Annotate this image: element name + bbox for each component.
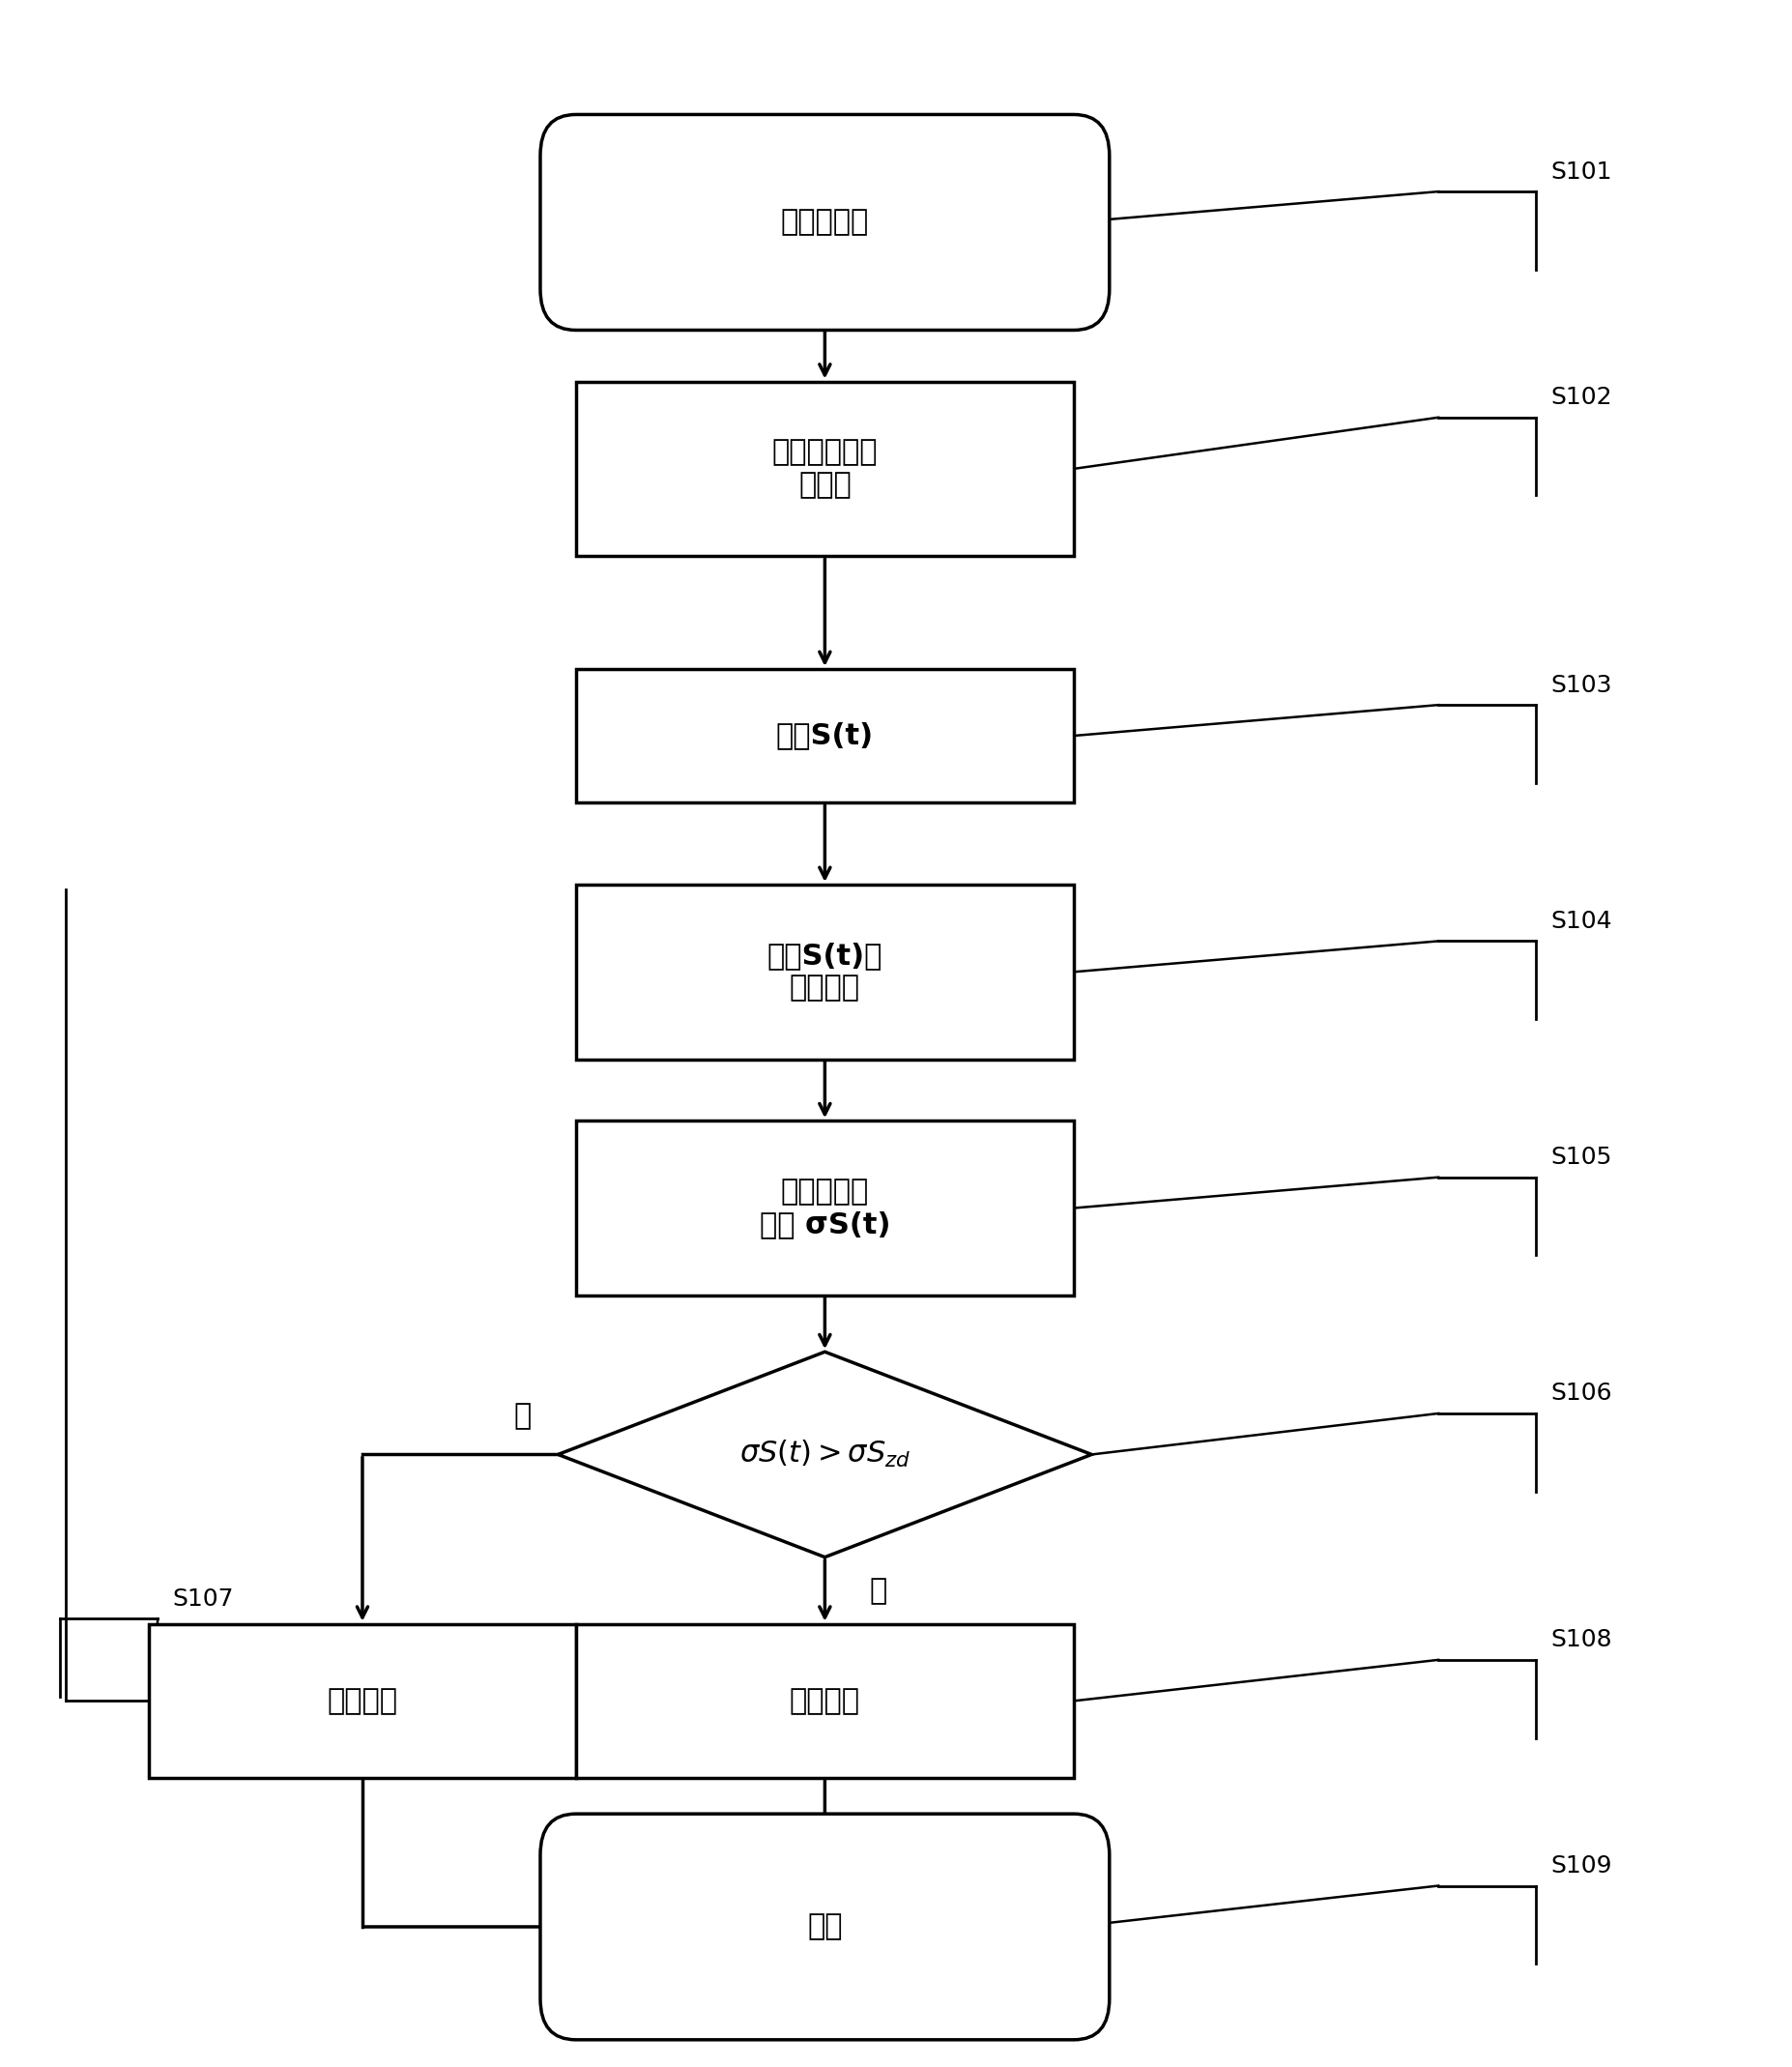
- Text: 计算S(t): 计算S(t): [776, 721, 874, 750]
- Text: S106: S106: [1550, 1383, 1613, 1406]
- Text: S105: S105: [1550, 1145, 1611, 1170]
- Bar: [575, 1625, 1073, 1778]
- Text: 结束: 结束: [806, 1912, 842, 1941]
- Text: $\sigma S(t)>\sigma S_{zd}$: $\sigma S(t)>\sigma S_{zd}$: [738, 1439, 910, 1470]
- Text: 计算差动电流
并差分: 计算差动电流 并差分: [772, 438, 878, 498]
- Text: 计算相对均
方差 σS(t): 计算相对均 方差 σS(t): [760, 1178, 891, 1238]
- Bar: [149, 1625, 575, 1778]
- Text: S101: S101: [1550, 159, 1611, 184]
- Text: 是: 是: [869, 1577, 887, 1604]
- Polygon shape: [557, 1352, 1091, 1556]
- FancyBboxPatch shape: [539, 1815, 1109, 2040]
- Text: S103: S103: [1550, 674, 1611, 697]
- Text: S104: S104: [1550, 909, 1613, 932]
- Text: 闭锁保护: 闭锁保护: [790, 1687, 860, 1716]
- Text: 电流量采样: 电流量采样: [781, 209, 869, 236]
- Text: S102: S102: [1550, 387, 1613, 409]
- Bar: [575, 885, 1073, 1058]
- Text: 否: 否: [514, 1401, 532, 1430]
- Text: 计算S(t)的
数学期望: 计算S(t)的 数学期望: [767, 943, 882, 1002]
- Bar: [575, 1120, 1073, 1296]
- FancyBboxPatch shape: [539, 114, 1109, 331]
- Text: S108: S108: [1550, 1629, 1613, 1652]
- Text: S109: S109: [1550, 1854, 1611, 1877]
- Bar: [575, 382, 1073, 556]
- Bar: [575, 670, 1073, 802]
- Text: S107: S107: [172, 1587, 233, 1610]
- Text: 开放保护: 开放保护: [328, 1687, 398, 1716]
